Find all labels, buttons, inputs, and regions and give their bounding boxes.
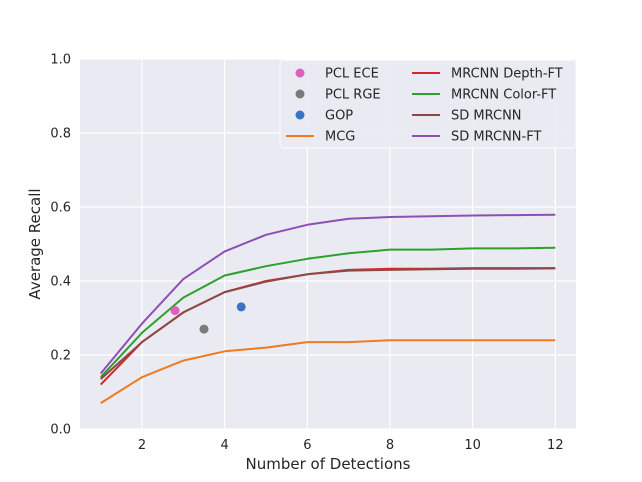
series-line-mcg [100,339,556,404]
legend-label-sd-mrcnn: SD MRCNN [451,109,522,124]
x-tick-label: 8 [386,438,394,453]
y-axis-label: Average Recall [26,188,44,299]
legend-label-pcl-ece: PCL ECE [325,67,379,82]
legend-box [279,59,577,149]
legend-label-mrcnn-depth-ft: MRCNN Depth-FT [451,67,563,82]
points-layer [170,302,246,334]
y-tick-label: 1.0 [50,53,71,68]
x-tick-label: 10 [464,438,481,453]
legend-label-mcg: MCG [325,130,355,145]
legend: PCL ECE PCL RGE GOP MCG MRCNN Depth-FT MRCNN … [279,59,577,149]
series-line-sd-mrcnn [100,267,556,380]
legend-marker-pcl-ece [295,68,305,78]
x-axis-label: Number of Detections [246,455,411,473]
y-tick-label: 0.6 [50,201,71,216]
legend-label-mrcnn-color-ft: MRCNN Color-FT [451,88,556,103]
legend-marker-gop [295,110,305,120]
series-line-sd-mrcnn-ft [99,213,556,375]
point-pcl-ece [170,306,180,316]
legend-label-gop: GOP [325,109,353,124]
x-tick-labels: 2 4 6 8 10 12 [138,438,564,453]
x-tick-label: 2 [138,438,146,453]
legend-label-sd-mrcnn-ft: SD MRCNN-FT [451,130,541,145]
x-tick-label: 4 [221,438,229,453]
point-gop [236,302,246,312]
legend-marker-pcl-rge [295,89,305,99]
x-tick-label: 6 [303,438,311,453]
y-tick-label: 0.0 [50,423,71,438]
series-line-mrcnn-color-ft [99,246,556,378]
y-tick-label: 0.2 [50,349,71,364]
y-tick-label: 0.4 [50,275,71,290]
y-tick-labels: 0.0 0.2 0.4 0.6 0.8 1.0 [50,53,71,438]
point-pcl-rge [199,324,209,334]
series-layer [99,213,556,404]
x-tick-label: 12 [547,438,564,453]
y-tick-label: 0.8 [50,127,71,142]
legend-label-pcl-rge: PCL RGE [325,88,381,103]
